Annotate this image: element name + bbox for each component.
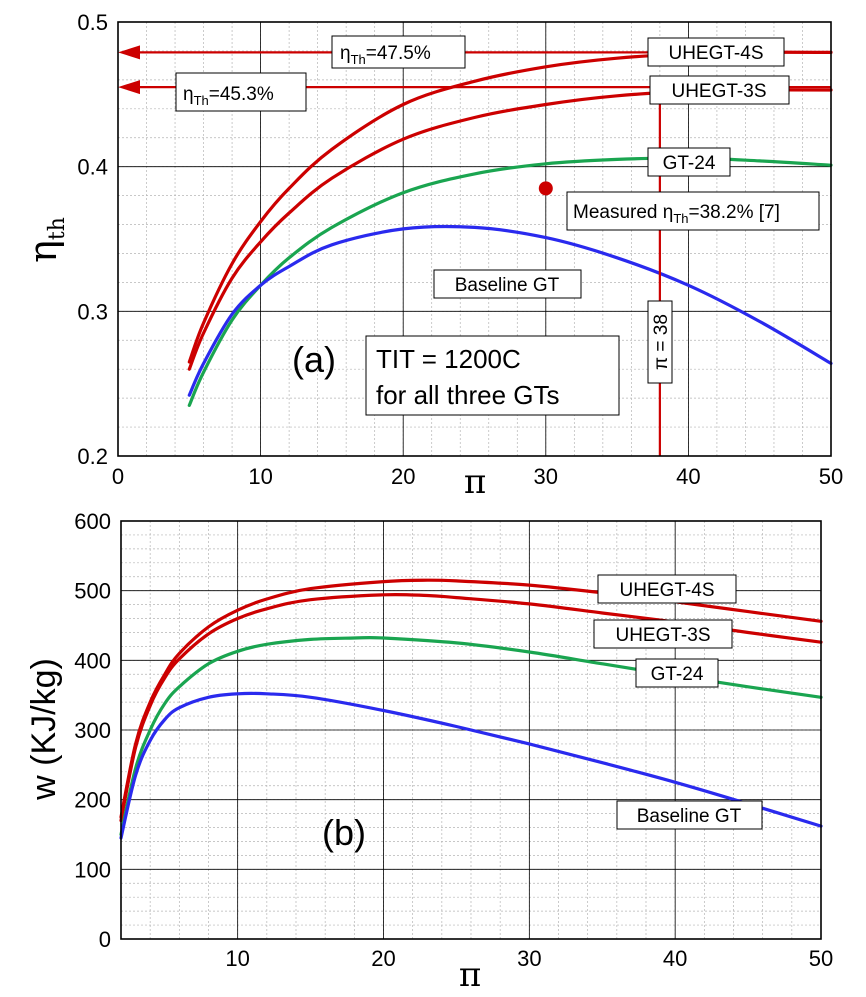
label-a-gt24: GT-24 <box>663 153 716 174</box>
panel-b-x-tick-label: 10 <box>225 946 249 971</box>
label-box-efficiency-47 <box>331 35 466 69</box>
panel-a-x-tick-label: 20 <box>391 464 415 489</box>
panel-b-label: (b) <box>322 812 366 853</box>
panel-a-y-tick-label: 0.5 <box>77 10 108 35</box>
panel-a-y-axis-title: ηth <box>21 217 70 263</box>
panel-a-x-axis-title: π <box>464 462 486 502</box>
label-a-baseline: Baseline GT <box>455 275 560 296</box>
label-b-gt24: GT-24 <box>651 664 704 685</box>
panel-a-tick-labels: 0 10 20 30 40 50 0.2 0.3 0.4 0.5 <box>77 10 843 489</box>
panel-b-x-tick-label: 50 <box>809 946 833 971</box>
tit-note-line1: TIT = 1200C <box>376 344 521 374</box>
label-box-b-baseline <box>616 800 763 830</box>
label-a-uhegt3s: UHEGT-3S <box>671 81 766 102</box>
panel-b-x-tick-label: 40 <box>663 946 687 971</box>
panel-b-y-tick-label: 500 <box>74 579 111 604</box>
label-pi38: π = 38 <box>651 314 672 370</box>
panel-b-x-tick-label: 30 <box>517 946 541 971</box>
panel-b-gridlines <box>120 520 822 940</box>
panel-a-x-tick-label: 40 <box>676 464 700 489</box>
tit-note-box <box>365 335 620 416</box>
panel-b-x-tick-label: 20 <box>371 946 395 971</box>
label-box-b-uhegt3s <box>593 619 733 649</box>
efficiency-arrow-head-1 <box>118 45 140 60</box>
label-measured: Measured ηTh=38.2% [7] <box>573 202 780 226</box>
panel-b-series-uhegt-3s <box>119 592 823 823</box>
label-efficiency-47: ηTh=47.5% <box>340 43 431 67</box>
tit-note-line2: for all three GTs <box>376 380 560 410</box>
chart-panel-a: 0 10 20 30 40 50 0.2 0.3 0.4 0.5 ηth π (a) TIT = … <box>21 10 843 502</box>
panel-a-x-tick-label: 10 <box>248 464 272 489</box>
label-b-uhegt4s: UHEGT-4S <box>619 580 714 601</box>
label-a-uhegt4s: UHEGT-4S <box>668 43 763 64</box>
panel-a-series-baseline-gt <box>187 224 833 397</box>
panel-a-x-tick-label: 0 <box>112 464 124 489</box>
label-b-baseline: Baseline GT <box>637 806 742 827</box>
label-box-b-gt24 <box>635 658 719 688</box>
label-box-efficiency-45 <box>175 72 307 112</box>
label-b-uhegt3s: UHEGT-3S <box>615 625 710 646</box>
panel-b-y-tick-label: 100 <box>74 857 111 882</box>
panel-a-y-tick-label: 0.2 <box>77 444 108 469</box>
panel-b-y-tick-label: 400 <box>74 648 111 673</box>
label-box-a-uhegt3s <box>649 75 790 105</box>
panel-a-y-tick-label: 0.3 <box>77 299 108 324</box>
panel-b-y-tick-label: 300 <box>74 718 111 743</box>
panel-a-x-tick-label: 50 <box>819 464 843 489</box>
label-box-b-uhegt4s <box>597 574 737 604</box>
panel-b-series-baseline-gt <box>119 691 823 840</box>
label-box-a-baseline <box>433 269 582 299</box>
label-box-measured <box>566 191 820 231</box>
label-efficiency-45: ηTh=45.3% <box>183 84 274 108</box>
efficiency-arrow-head-2 <box>118 80 140 95</box>
panel-a-y-tick-label: 0.4 <box>77 155 108 180</box>
label-box-a-uhegt4s <box>647 37 785 67</box>
label-box-a-gt24 <box>647 147 731 177</box>
panel-b-y-tick-label: 0 <box>99 927 111 952</box>
panel-b-x-axis-title: π <box>459 955 481 995</box>
panel-a-x-tick-label: 30 <box>534 464 558 489</box>
measured-efficiency-point <box>538 181 553 196</box>
panel-b-frame <box>120 520 822 940</box>
panel-b-y-axis-title: w (KJ/kg) <box>25 658 63 801</box>
panel-a-frame <box>117 21 832 457</box>
label-box-pi38 <box>647 300 673 384</box>
panel-b-y-tick-label: 600 <box>74 509 111 534</box>
panel-a-label: (a) <box>292 339 336 380</box>
panel-b-y-tick-label: 200 <box>74 788 111 813</box>
